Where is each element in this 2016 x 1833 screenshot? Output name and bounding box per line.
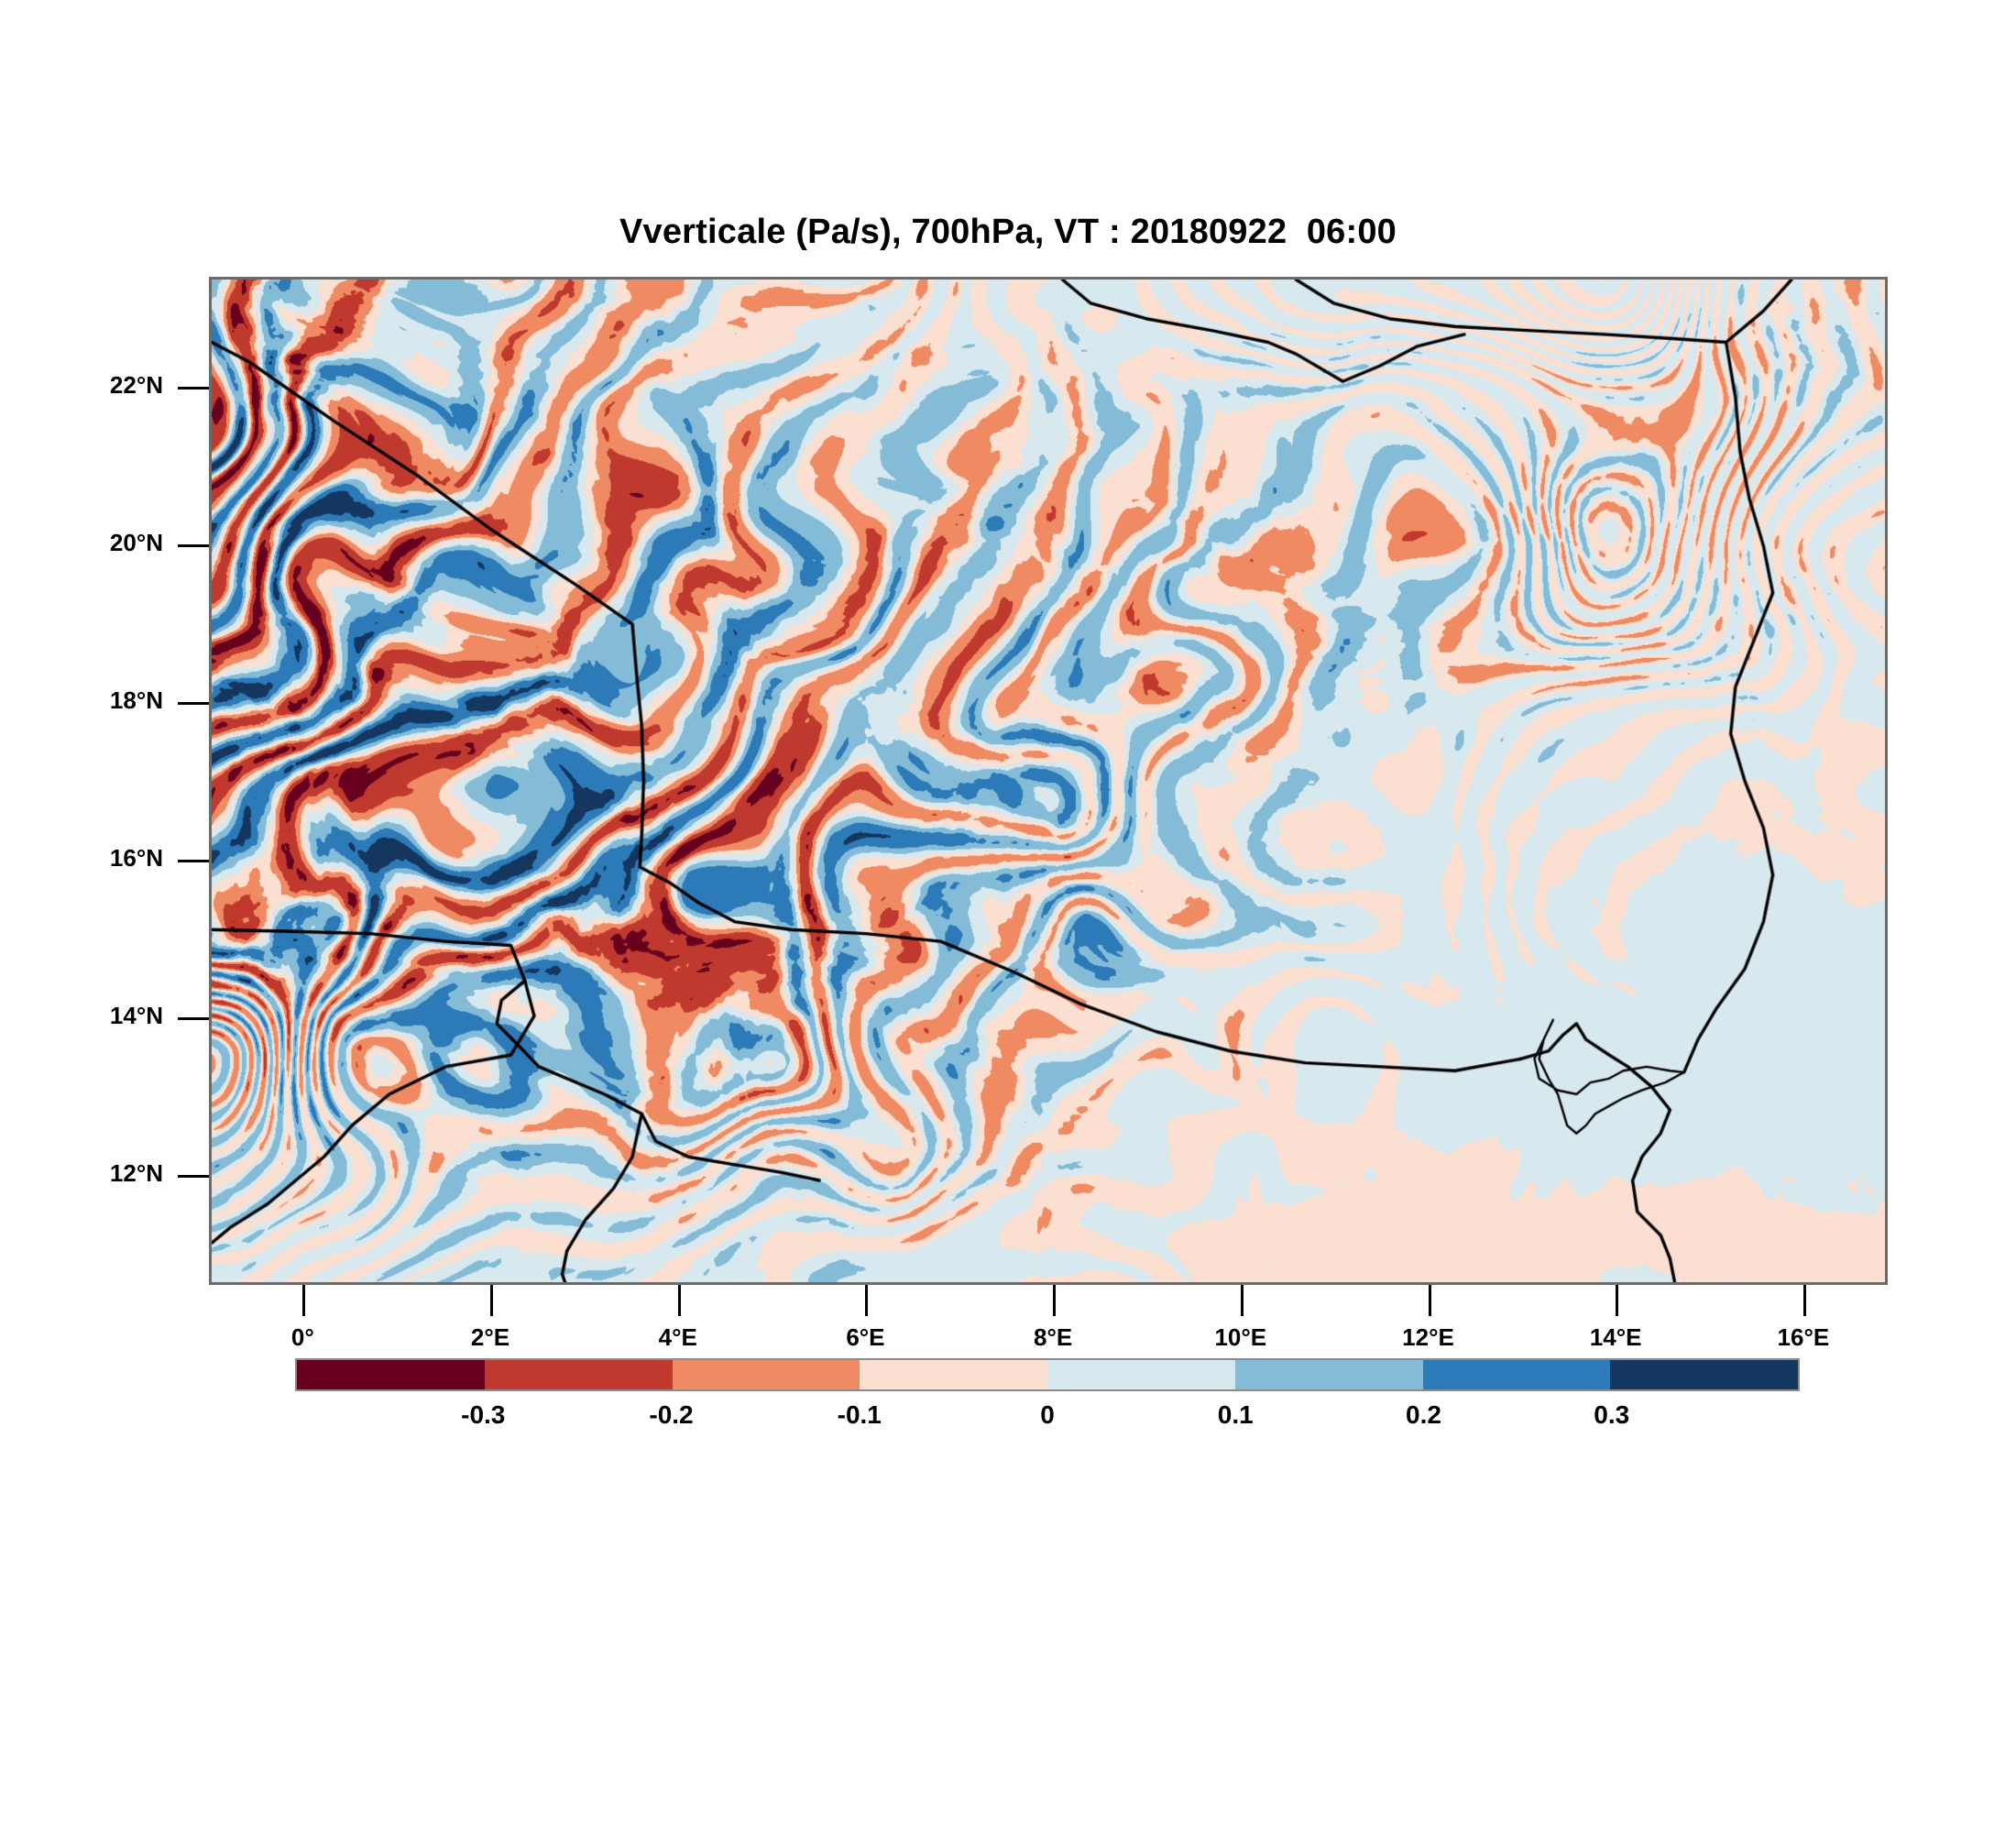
colorbar-band-4 [1047, 1360, 1235, 1389]
x-axis-tick-label: 4°E [658, 1323, 697, 1351]
colorbar-tick-label: 0 [1040, 1400, 1055, 1429]
y-axis-tick-label: 20°N [109, 529, 163, 557]
colorbar-band-0 [297, 1360, 485, 1389]
x-axis-tick-label: 2°E [470, 1323, 510, 1351]
page-title: Vverticale (Pa/s), 700hPa, VT : 20180922… [619, 213, 1397, 251]
colorbar-tick-label: -0.1 [837, 1400, 882, 1429]
colorbar-tick-label: -0.2 [649, 1400, 694, 1429]
colorbar-band-2 [672, 1360, 860, 1389]
colorbar-tick-label: 0.2 [1406, 1400, 1441, 1429]
y-axis-tick-mark [178, 387, 209, 390]
x-axis-tick-mark [677, 1285, 681, 1316]
x-axis-tick-label: 12°E [1402, 1323, 1454, 1351]
x-axis-tick-mark [1802, 1285, 1806, 1316]
x-axis-tick-label: 14°E [1589, 1323, 1642, 1351]
colorbar-band-5 [1234, 1360, 1423, 1389]
x-axis-tick-label: 6°E [846, 1323, 885, 1351]
x-axis-tick-mark [1428, 1285, 1431, 1316]
colorbar-tick-label: -0.3 [461, 1400, 506, 1429]
x-axis-tick-mark [1053, 1285, 1057, 1316]
colorbar-band-3 [860, 1360, 1047, 1389]
x-axis-tick-mark [302, 1285, 306, 1316]
x-axis-tick-mark [1240, 1285, 1244, 1316]
y-axis-tick-label: 14°N [109, 1001, 163, 1029]
colorbar-tick-label: 0.1 [1217, 1400, 1254, 1429]
colorbar-band-1 [484, 1360, 673, 1389]
y-axis-tick-label: 16°N [109, 843, 163, 872]
y-axis-tick-mark [178, 1016, 209, 1020]
x-axis-tick-label: 0° [290, 1323, 314, 1351]
y-axis-tick-label: 12°N [109, 1158, 163, 1187]
x-axis-tick-mark [490, 1285, 494, 1316]
y-axis-tick-mark [178, 702, 209, 706]
vertical-velocity-heatmap[interactable] [212, 280, 1885, 1282]
colorbar-band-6 [1422, 1360, 1611, 1389]
y-axis-tick-mark [178, 544, 209, 548]
map-plot-area[interactable] [209, 277, 1888, 1285]
colorbar[interactable] [295, 1358, 1800, 1391]
y-axis-tick-mark [178, 859, 209, 862]
x-axis-tick-label: 8°E [1034, 1323, 1073, 1351]
x-axis-tick-label: 16°E [1777, 1323, 1830, 1351]
colorbar-band-7 [1610, 1360, 1798, 1389]
y-axis-tick-label: 22°N [109, 371, 163, 400]
y-axis-tick-mark [178, 1174, 209, 1178]
y-axis-tick-label: 18°N [109, 686, 163, 715]
colorbar-tick-label: 0.3 [1594, 1400, 1630, 1429]
x-axis-tick-mark [865, 1285, 869, 1316]
x-axis-tick-mark [1616, 1285, 1619, 1316]
x-axis-tick-label: 10°E [1214, 1323, 1267, 1351]
